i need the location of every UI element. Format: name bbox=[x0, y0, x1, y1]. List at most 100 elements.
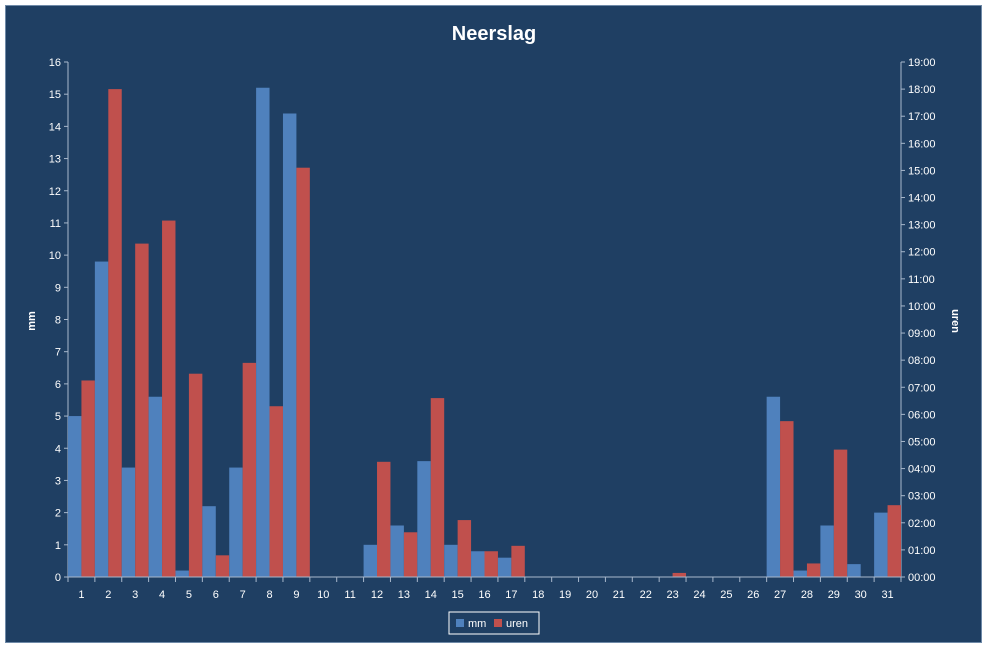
y2-tick-label: 18:00 bbox=[908, 84, 936, 96]
x-tick-label: 15 bbox=[452, 589, 464, 601]
y-tick-label: 5 bbox=[55, 411, 61, 423]
y-tick-label: 10 bbox=[49, 250, 61, 262]
y2-tick-label: 01:00 bbox=[908, 545, 936, 557]
y2-tick-label: 13:00 bbox=[908, 220, 936, 232]
bar-mm bbox=[766, 396, 781, 577]
y-tick-label: 6 bbox=[55, 379, 61, 391]
x-tick-label: 28 bbox=[801, 589, 813, 601]
bar-uren bbox=[511, 545, 525, 577]
bar-mm bbox=[175, 570, 189, 577]
x-tick-label: 18 bbox=[532, 589, 544, 601]
bar-mm bbox=[820, 525, 834, 577]
y-tick-label: 0 bbox=[55, 572, 61, 584]
x-tick-label: 22 bbox=[640, 589, 652, 601]
x-tick-label: 25 bbox=[720, 589, 732, 601]
bar-uren bbox=[296, 167, 310, 578]
x-tick-label: 23 bbox=[666, 589, 678, 601]
bar-mm bbox=[202, 506, 216, 577]
bar-mm bbox=[121, 467, 136, 577]
x-tick-label: 30 bbox=[855, 589, 867, 601]
x-tick-label: 1 bbox=[78, 589, 84, 601]
y-tick-label: 16 bbox=[49, 57, 61, 69]
y-tick-label: 15 bbox=[49, 89, 61, 101]
y2-tick-label: 02:00 bbox=[908, 518, 936, 530]
legend: mm uren bbox=[448, 611, 540, 635]
y2-tick-label: 08:00 bbox=[908, 355, 936, 367]
y-tick-label: 7 bbox=[55, 347, 61, 359]
y2-tick-label: 00:00 bbox=[908, 572, 936, 584]
bar-uren bbox=[780, 421, 794, 577]
x-tick-label: 20 bbox=[586, 589, 598, 601]
y2-tick-label: 09:00 bbox=[908, 328, 936, 340]
bar-mm bbox=[874, 512, 888, 577]
bar-mm bbox=[847, 564, 861, 577]
x-tick-label: 24 bbox=[693, 589, 705, 601]
x-tick-label: 10 bbox=[317, 589, 329, 601]
y-axis-label: mm bbox=[26, 311, 38, 331]
bar-mm bbox=[471, 551, 485, 577]
chart-title: Neerslag bbox=[452, 23, 537, 45]
x-tick-label: 14 bbox=[425, 589, 437, 601]
bar-mm bbox=[256, 87, 270, 577]
y2-tick-label: 05:00 bbox=[908, 436, 936, 448]
bar-uren bbox=[887, 505, 901, 577]
x-tick-label: 19 bbox=[559, 589, 571, 601]
legend-swatch-mm bbox=[456, 619, 464, 627]
x-tick-label: 29 bbox=[828, 589, 840, 601]
x-tick-label: 27 bbox=[774, 589, 786, 601]
bar-uren bbox=[833, 449, 848, 577]
y-tick-label: 12 bbox=[49, 186, 61, 198]
bar-uren bbox=[269, 406, 283, 577]
bar-mm bbox=[793, 570, 807, 577]
bar-mm bbox=[282, 113, 297, 577]
y2-tick-label: 11:00 bbox=[908, 274, 935, 286]
x-tick-label: 8 bbox=[266, 589, 272, 601]
bar-mm bbox=[390, 525, 404, 577]
bar-mm bbox=[229, 467, 243, 577]
bar-mm bbox=[148, 396, 163, 577]
x-tick-label: 4 bbox=[159, 589, 165, 601]
bar-uren bbox=[135, 243, 149, 577]
x-tick-label: 3 bbox=[132, 589, 138, 601]
x-tick-label: 12 bbox=[371, 589, 383, 601]
x-tick-label: 26 bbox=[747, 589, 759, 601]
bar-uren bbox=[403, 532, 418, 577]
x-tick-label: 31 bbox=[881, 589, 893, 601]
bar-uren bbox=[484, 551, 498, 577]
legend-label-uren: uren bbox=[506, 618, 528, 630]
y-tick-label: 3 bbox=[55, 475, 61, 487]
x-tick-label: 11 bbox=[344, 589, 355, 601]
y-tick-label: 11 bbox=[50, 218, 61, 230]
x-tick-label: 6 bbox=[213, 589, 219, 601]
bar-uren bbox=[430, 398, 445, 577]
bar-mm bbox=[363, 544, 378, 577]
legend-label-mm: mm bbox=[468, 618, 486, 630]
bar-uren bbox=[108, 89, 122, 578]
x-tick-label: 2 bbox=[105, 589, 111, 601]
y-tick-label: 8 bbox=[55, 315, 61, 327]
x-tick-label: 17 bbox=[505, 589, 517, 601]
x-tick-label: 13 bbox=[398, 589, 410, 601]
y-tick-label: 14 bbox=[49, 121, 61, 133]
rainfall-chart: Neerslag mm uren 01234567891011121314151… bbox=[26, 23, 961, 635]
bar-uren bbox=[81, 380, 95, 577]
y2-tick-label: 10:00 bbox=[908, 301, 936, 313]
x-tick-label: 7 bbox=[240, 589, 246, 601]
y2-tick-label: 07:00 bbox=[908, 382, 936, 394]
y2-tick-label: 06:00 bbox=[908, 409, 936, 421]
bar-uren bbox=[188, 373, 203, 577]
bar-uren bbox=[672, 572, 687, 577]
chart-area: Neerslag mm uren 0 1 2 3 4 5 6 7 8 9 10 11 12 13 14 15 1… bbox=[5, 5, 982, 643]
y2-axis-label: uren bbox=[949, 309, 961, 333]
x-tick-label: 16 bbox=[478, 589, 490, 601]
y-tick-label: 9 bbox=[55, 282, 61, 294]
y2-tick-label: 04:00 bbox=[908, 464, 936, 476]
bar-mm bbox=[94, 261, 109, 577]
x-tick-label: 9 bbox=[293, 589, 299, 601]
bar-uren bbox=[377, 461, 391, 577]
x-tick-label: 21 bbox=[613, 589, 625, 601]
legend-swatch-uren bbox=[494, 619, 502, 627]
y2-tick-label: 03:00 bbox=[908, 491, 936, 503]
bar-mm bbox=[497, 557, 512, 577]
bar-uren bbox=[242, 362, 257, 577]
